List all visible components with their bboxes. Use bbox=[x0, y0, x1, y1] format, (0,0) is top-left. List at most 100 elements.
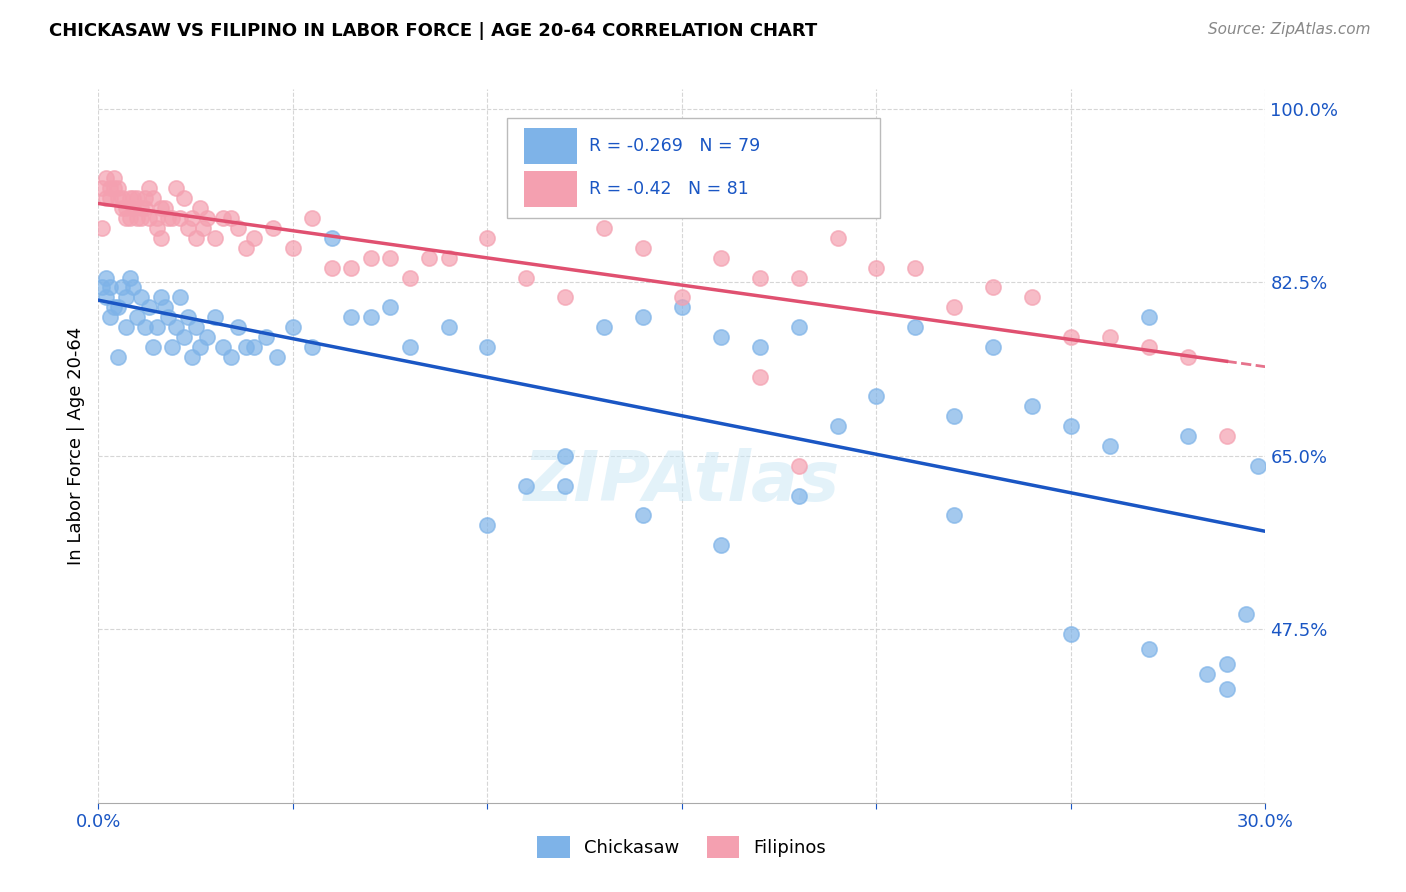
Point bbox=[111, 280, 134, 294]
Point bbox=[631, 241, 654, 255]
Point bbox=[631, 310, 654, 325]
Point bbox=[153, 300, 176, 314]
Point bbox=[173, 330, 195, 344]
Point bbox=[177, 221, 200, 235]
Point bbox=[787, 320, 810, 334]
Point bbox=[710, 251, 733, 265]
Y-axis label: In Labor Force | Age 20-64: In Labor Force | Age 20-64 bbox=[66, 326, 84, 566]
Point bbox=[114, 211, 136, 225]
Point bbox=[1177, 350, 1199, 364]
Point bbox=[981, 340, 1004, 354]
Point bbox=[134, 201, 156, 215]
Point bbox=[184, 320, 207, 334]
Point bbox=[1060, 627, 1083, 641]
Point bbox=[865, 260, 887, 275]
Point bbox=[103, 300, 125, 314]
Point bbox=[398, 270, 420, 285]
Point bbox=[631, 508, 654, 523]
Point bbox=[515, 270, 537, 285]
Point bbox=[398, 340, 420, 354]
Point bbox=[1177, 429, 1199, 443]
Point bbox=[122, 191, 145, 205]
Point bbox=[748, 270, 770, 285]
Point bbox=[243, 340, 266, 354]
Point bbox=[418, 251, 440, 265]
FancyBboxPatch shape bbox=[524, 128, 576, 164]
Point bbox=[219, 211, 242, 225]
Point bbox=[188, 201, 211, 215]
Point bbox=[98, 310, 121, 325]
Point bbox=[188, 340, 211, 354]
Point bbox=[127, 191, 149, 205]
Point bbox=[301, 340, 323, 354]
Point bbox=[477, 518, 499, 533]
Point bbox=[787, 458, 810, 473]
Point bbox=[91, 221, 114, 235]
Point bbox=[111, 201, 134, 215]
Point bbox=[142, 340, 165, 354]
Point bbox=[787, 270, 810, 285]
Point bbox=[98, 191, 121, 205]
Text: Source: ZipAtlas.com: Source: ZipAtlas.com bbox=[1208, 22, 1371, 37]
Point bbox=[1195, 667, 1218, 681]
Text: CHICKASAW VS FILIPINO IN LABOR FORCE | AGE 20-64 CORRELATION CHART: CHICKASAW VS FILIPINO IN LABOR FORCE | A… bbox=[49, 22, 817, 40]
Point bbox=[554, 478, 576, 492]
Point bbox=[114, 320, 136, 334]
Point bbox=[321, 260, 343, 275]
Point bbox=[321, 231, 343, 245]
Point bbox=[710, 330, 733, 344]
Point bbox=[748, 340, 770, 354]
Point bbox=[1137, 340, 1160, 354]
Point bbox=[103, 171, 125, 186]
Point bbox=[149, 201, 172, 215]
Point bbox=[1137, 642, 1160, 657]
Point bbox=[943, 300, 966, 314]
Point bbox=[554, 449, 576, 463]
Point bbox=[243, 231, 266, 245]
Point bbox=[943, 409, 966, 424]
Point bbox=[1098, 330, 1121, 344]
Point bbox=[904, 320, 927, 334]
Point bbox=[129, 211, 152, 225]
Point bbox=[149, 231, 172, 245]
Point bbox=[195, 330, 218, 344]
Legend: Chickasaw, Filipinos: Chickasaw, Filipinos bbox=[530, 829, 834, 865]
Point bbox=[360, 310, 382, 325]
Point bbox=[107, 350, 129, 364]
Point bbox=[118, 191, 141, 205]
Point bbox=[228, 320, 250, 334]
Point bbox=[153, 201, 176, 215]
Point bbox=[157, 211, 180, 225]
Point bbox=[118, 270, 141, 285]
Point bbox=[340, 260, 363, 275]
Point bbox=[180, 211, 202, 225]
Point bbox=[1137, 310, 1160, 325]
Point bbox=[515, 478, 537, 492]
Point bbox=[827, 419, 849, 434]
Point bbox=[118, 211, 141, 225]
Point bbox=[1215, 429, 1237, 443]
Point bbox=[146, 211, 169, 225]
Point bbox=[380, 251, 402, 265]
FancyBboxPatch shape bbox=[524, 171, 576, 207]
Point bbox=[195, 211, 218, 225]
Point bbox=[169, 290, 191, 304]
Point bbox=[437, 251, 460, 265]
Point bbox=[180, 350, 202, 364]
Point bbox=[262, 221, 284, 235]
Point bbox=[1234, 607, 1257, 622]
Point bbox=[943, 508, 966, 523]
Point bbox=[103, 181, 125, 195]
Point bbox=[266, 350, 288, 364]
Point bbox=[477, 231, 499, 245]
Point bbox=[122, 280, 145, 294]
Point bbox=[138, 211, 160, 225]
Point bbox=[1060, 330, 1083, 344]
Point bbox=[138, 300, 160, 314]
Point bbox=[219, 350, 242, 364]
Point bbox=[142, 191, 165, 205]
Point bbox=[254, 330, 277, 344]
Point bbox=[134, 320, 156, 334]
Point bbox=[138, 181, 160, 195]
Point bbox=[437, 320, 460, 334]
